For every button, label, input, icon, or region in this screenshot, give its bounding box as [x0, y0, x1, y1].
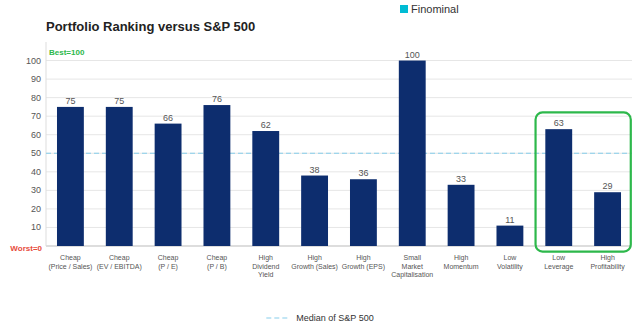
x-tick-label-line: Low — [503, 254, 517, 261]
x-tick-label-line: Volatility — [497, 263, 523, 271]
x-tick-label-line: (P / E) — [158, 263, 178, 271]
annotation: Worst=0 — [10, 244, 42, 253]
x-tick-label-line: Momentum — [444, 263, 479, 270]
x-tick-label-line: High — [307, 254, 322, 262]
x-tick-label-line: Yield — [258, 271, 273, 278]
y-tick-label: 50 — [31, 148, 41, 158]
x-tick-label-line: High — [259, 254, 274, 262]
x-tick-label: HighDividendYield — [252, 254, 279, 278]
grid-line — [46, 153, 632, 154]
annotation: Best=100 — [49, 48, 85, 57]
y-tick-label: 40 — [31, 167, 41, 177]
y-tick-label: 100 — [26, 56, 41, 66]
data-label: 11 — [505, 215, 514, 225]
grid-line — [46, 171, 632, 172]
median-group — [46, 153, 632, 154]
y-tick-label: 10 — [31, 222, 41, 232]
legend: Median of S&P 500 — [266, 313, 373, 323]
x-tick-label: Cheap(P / B) — [207, 254, 228, 271]
bar — [57, 107, 84, 246]
data-label: 66 — [163, 113, 173, 123]
x-tick-label: Small MarketCapitalisation — [391, 254, 433, 279]
x-tick-label: HighGrowth (EPS) — [342, 254, 385, 271]
bar — [545, 129, 572, 246]
bar — [448, 185, 475, 246]
grid-line — [46, 97, 632, 98]
x-tick-label-line: Growth (Sales) — [291, 263, 338, 271]
legend-swatch — [266, 317, 290, 318]
title: Portfolio Ranking versus S&P 500 — [46, 19, 255, 34]
x-tick-label-line: High — [600, 254, 615, 262]
data-label: 75 — [65, 96, 75, 106]
median-line — [46, 153, 632, 154]
data-label: 100 — [405, 50, 420, 60]
y-axis-line — [46, 42, 47, 246]
bar — [155, 124, 182, 246]
grid-line — [46, 60, 632, 61]
y-tick-label: 70 — [31, 111, 41, 121]
logo: Finominal — [411, 3, 459, 15]
y-tick-label: 90 — [31, 74, 41, 84]
bar — [496, 226, 523, 246]
x-tick-label: Cheap(Price / Sales) — [48, 254, 92, 271]
data-label: 75 — [114, 96, 124, 106]
data-label: 33 — [456, 174, 466, 184]
x-tick-label-line: Cheap — [109, 254, 130, 262]
x-tick-label-line: Profitability — [590, 263, 625, 271]
x-tick-label: Low Leverage — [544, 254, 573, 271]
highlight-box — [536, 112, 631, 251]
bar — [301, 176, 328, 246]
x-tick-label: HighMomentum — [444, 254, 479, 270]
grid-line — [46, 134, 632, 135]
x-tick-label-line: (Price / Sales) — [48, 263, 92, 271]
grid-line — [46, 208, 632, 209]
y-tick-label: 60 — [31, 130, 41, 140]
x-tick-label-line: Capitalisation — [391, 271, 433, 279]
y-tick-label: 20 — [31, 204, 41, 214]
x-tick-label-line: Dividend — [252, 263, 279, 270]
bar — [350, 179, 377, 246]
x-tick-label-line: Cheap — [207, 254, 228, 262]
x-tick-label-line: Growth (EPS) — [342, 263, 385, 271]
bar — [252, 131, 279, 246]
x-tick-label-line: Market — [402, 263, 423, 270]
x-tick-label: Cheap(P / E) — [158, 254, 179, 271]
chart: Portfolio Ranking versus S&P 500 Finomina… — [0, 0, 640, 332]
x-tick-label: HighGrowth (Sales) — [291, 254, 338, 271]
data-label: 29 — [603, 181, 613, 191]
bar — [594, 192, 621, 246]
data-label: 63 — [554, 118, 564, 128]
x-tick-label-line: High — [356, 254, 371, 262]
logo-icon — [400, 5, 408, 13]
x-tick-label: HighProfitability — [590, 254, 625, 271]
x-tick-label-line: Cheap — [158, 254, 179, 262]
bar — [106, 107, 133, 246]
bar — [399, 61, 426, 246]
x-tick-label-line: (P / B) — [207, 263, 227, 271]
legend-label: Median of S&P 500 — [296, 313, 373, 323]
bar — [203, 105, 230, 246]
grid-line — [46, 190, 632, 191]
grid-line — [46, 79, 632, 80]
x-tick-label: Low Volatility — [497, 254, 523, 271]
x-tick-label-line: Low — [552, 254, 566, 261]
x-tick-label-line: Leverage — [544, 263, 573, 271]
x-tick-label-line: Cheap — [60, 254, 81, 262]
x-tick-label-line: High — [454, 254, 469, 262]
grid-line — [46, 227, 632, 228]
data-label: 38 — [310, 165, 320, 175]
data-label: 36 — [358, 168, 368, 178]
data-label: 62 — [261, 120, 271, 130]
y-tick-label: 30 — [31, 185, 41, 195]
grid-line — [46, 116, 632, 117]
y-tick-label: 80 — [31, 93, 41, 103]
x-tick-label-line: Small — [403, 254, 421, 261]
data-label: 76 — [212, 94, 222, 104]
x-tick-label: Cheap(EV / EBITDA) — [97, 254, 142, 271]
x-tick-label-line: (EV / EBITDA) — [97, 263, 142, 271]
x-axis-line — [46, 246, 632, 247]
